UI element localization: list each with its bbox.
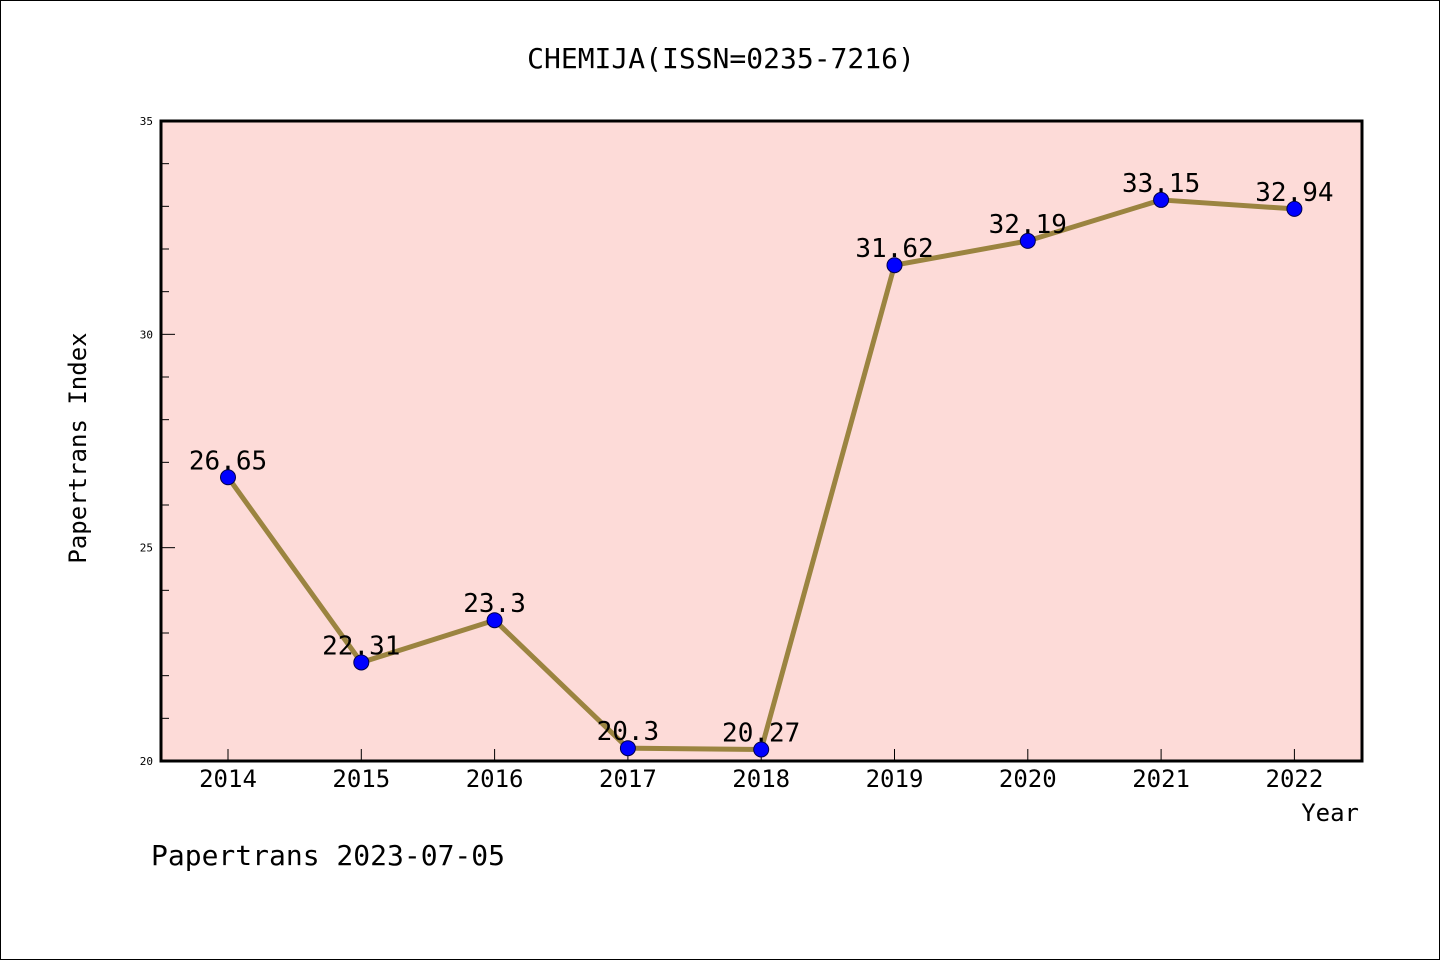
y-tick-label: 35: [140, 115, 153, 128]
x-tick-label: 2015: [332, 765, 390, 793]
data-point: [1153, 191, 1170, 208]
footer-text: Papertrans 2023-07-05: [151, 839, 505, 872]
data-label: 33.15: [1122, 169, 1200, 199]
x-tick-label: 2016: [466, 765, 524, 793]
y-tick-label: 25: [140, 542, 153, 555]
x-tick-label: 2019: [866, 765, 924, 793]
data-point: [619, 740, 636, 757]
data-label: 32.94: [1255, 178, 1333, 208]
data-point: [1286, 200, 1303, 217]
x-axis: 2014 2015 2016 2017 2018 2019 2020 2021 2022: [199, 749, 1323, 793]
data-label: 20.3: [597, 717, 660, 747]
data-point: [486, 612, 503, 629]
data-point: [353, 654, 370, 671]
x-tick-label: 2017: [599, 765, 657, 793]
data-label: 22.31: [322, 631, 400, 661]
x-tick-label: 2022: [1266, 765, 1324, 793]
x-tick-label: 2021: [1132, 765, 1190, 793]
data-labels: 26.65 22.31 23.3 20.3 20.27 31.62 32.19 33.15 32…: [189, 169, 1334, 749]
y-tick-label: 20: [140, 755, 153, 768]
data-point: [886, 257, 903, 274]
data-point: [1019, 232, 1036, 249]
x-axis-label: Year: [1301, 799, 1359, 827]
x-tick-label: 2018: [732, 765, 790, 793]
plot-area: [161, 121, 1362, 761]
y-axis-label: Papertrans Index: [64, 332, 92, 563]
x-tick-label: 2020: [999, 765, 1057, 793]
data-label: 26.65: [189, 446, 267, 476]
series-markers: [220, 191, 1303, 758]
data-label: 23.3: [463, 589, 526, 619]
data-label: 32.19: [989, 210, 1067, 240]
y-tick-label: 30: [140, 328, 153, 341]
x-tick-label: 2014: [199, 765, 257, 793]
data-label: 31.62: [855, 234, 933, 264]
data-point: [220, 469, 236, 486]
data-point: [753, 741, 770, 758]
data-label: 20.27: [722, 718, 800, 748]
chart-title: CHEMIJA(ISSN=0235-7216): [527, 42, 915, 75]
plot-border: [159, 119, 1364, 763]
